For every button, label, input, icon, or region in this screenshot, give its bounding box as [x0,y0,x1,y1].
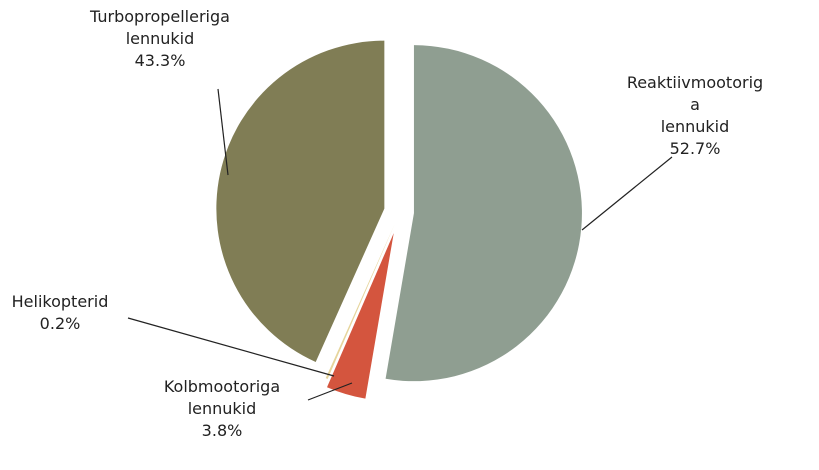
pie-slice [327,233,394,399]
pie-slice [325,224,395,379]
leader-line [217,88,229,176]
leader-line [307,382,353,401]
label-line: lennukid [661,117,730,136]
label-line: a [690,95,700,114]
leader-line [127,317,335,377]
leader-line [581,156,673,231]
value-label: 3.8% [202,421,243,440]
label-line: lennukid [126,29,195,48]
slice-label: Kolbmootoriga lennukid [164,377,280,418]
slice-label: Turbopropelleriga lennukid [89,7,230,48]
pie-slice [216,40,385,362]
pie-slice [385,45,582,382]
label-line: Turbopropelleriga [89,7,230,26]
value-label: 0.2% [40,314,81,333]
label-line: lennukid [188,399,257,418]
value-label: 43.3% [135,51,186,70]
label-line: Kolbmootoriga [164,377,280,396]
value-label: 52.7% [670,139,721,158]
label-line: Helikopterid [12,292,109,311]
label-line: Reaktiivmootorig [627,73,763,92]
slice-label: Helikopterid [12,292,109,311]
slice-label: Reaktiivmootorig a lennukid [627,73,763,136]
